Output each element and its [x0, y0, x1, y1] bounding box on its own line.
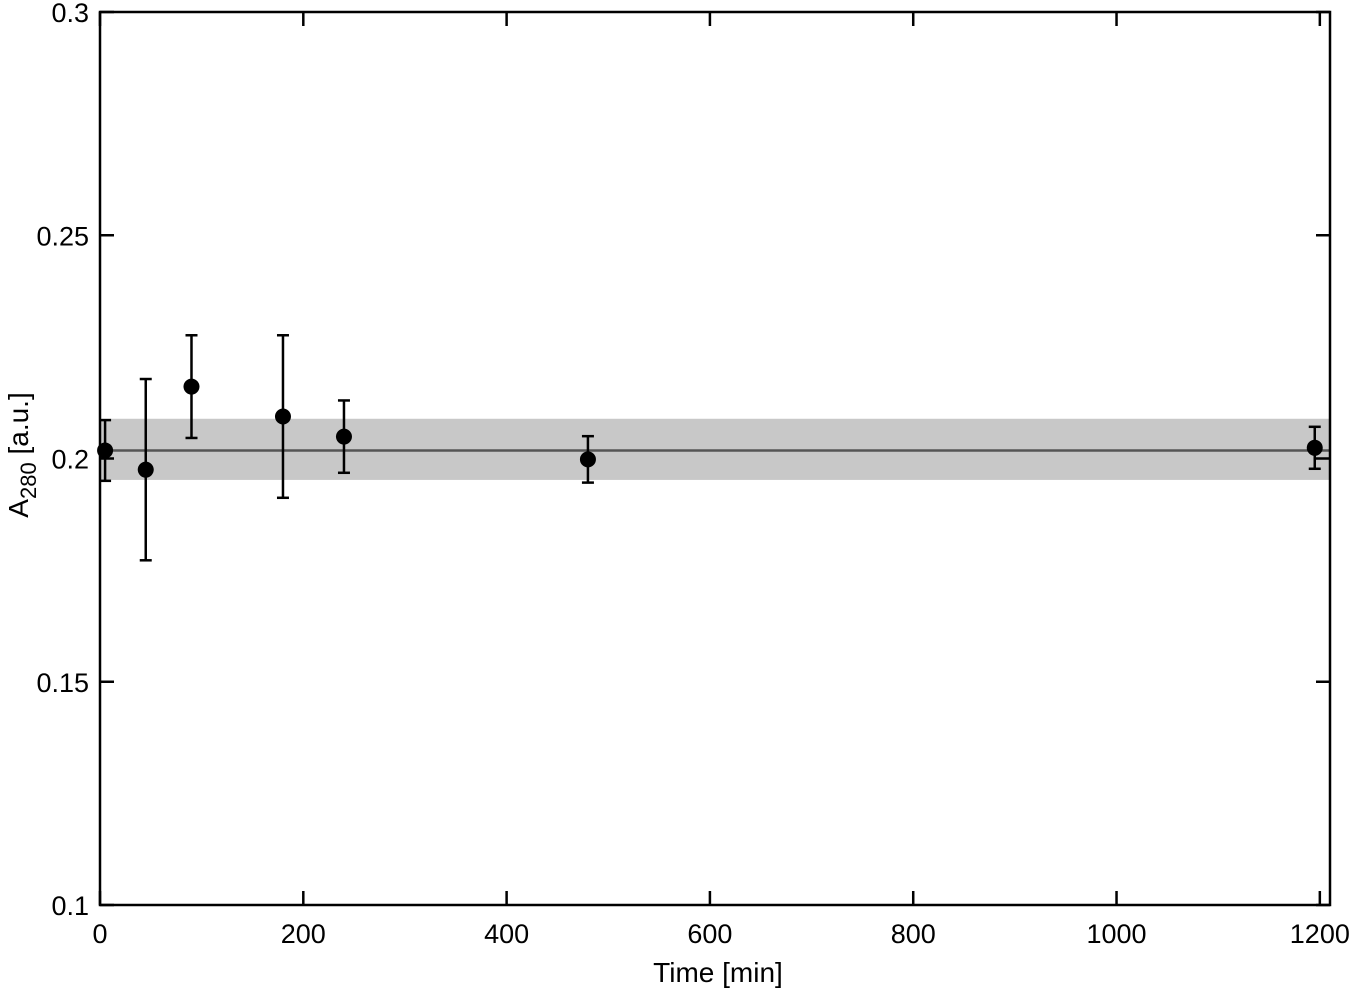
y-tick-label-4: 0.3	[51, 0, 89, 28]
data-point-6	[1306, 439, 1323, 456]
data-point-4	[335, 428, 352, 445]
tick-label-layer: 0 200 400 600 800 1000 1200 0.1 0.15 0.2 0.25 0.3	[36, 0, 1349, 949]
x-tick-label-3: 600	[687, 919, 732, 949]
y-axis-title: A280 [a.u.]	[3, 392, 41, 517]
x-tick-label-0: 0	[92, 919, 107, 949]
tick-layer	[98, 10, 1330, 907]
data-point-5	[579, 451, 596, 468]
x-tick-label-6: 1200	[1290, 919, 1350, 949]
y-axis-title-unit: [a.u.]	[3, 392, 34, 462]
data-point-2	[183, 378, 200, 395]
data-point-1	[137, 461, 154, 478]
y-tick-label-3: 0.25	[36, 221, 89, 251]
x-tick-label-4: 800	[891, 919, 936, 949]
y-axis-title-main: A	[3, 499, 34, 518]
x-tick-label-2: 400	[484, 919, 529, 949]
y-tick-label-0: 0.1	[51, 891, 89, 921]
x-tick-label-5: 1000	[1086, 919, 1146, 949]
y-tick-label-1: 0.15	[36, 668, 89, 698]
data-point-3	[274, 408, 291, 425]
x-tick-label-1: 200	[281, 919, 326, 949]
y-axis-title-subscript: 280	[16, 462, 41, 499]
y-tick-label-2: 0.2	[51, 445, 89, 475]
x-axis-title: Time [min]	[653, 957, 783, 988]
